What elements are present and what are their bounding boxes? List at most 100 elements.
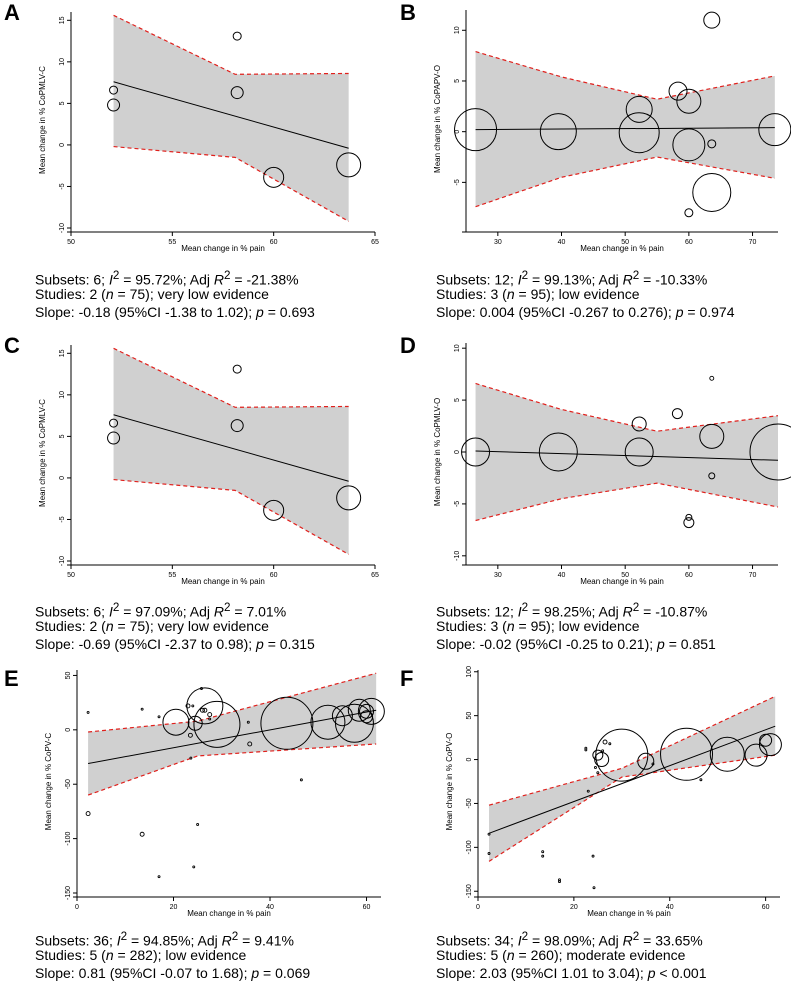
data-point [461,437,491,467]
data-point [360,710,374,724]
x-tick-label: 30 [494,572,502,579]
data-point [631,416,647,432]
data-point [186,687,224,725]
x-tick-label: 55 [168,572,176,579]
x-tick-label: 20 [570,904,578,911]
stats-line-3: Slope: 2.03 (95%CI 1.01 to 3.04); p < 0.… [436,965,707,981]
data-point [558,880,561,884]
data-point [637,752,655,770]
stats-block: Subsets: 6; I2 = 95.72%; Adj R2 = -21.38… [35,267,315,321]
data-point [709,375,715,381]
stats-line-1: Subsets: 6; I2 = 97.09%; Adj R2 = 7.01% [35,601,287,620]
data-point [109,418,119,428]
stats-line-2: Studies: 5 (n = 282); low evidence [35,947,247,963]
data-point [359,703,375,719]
regression-line [88,709,377,765]
x-tick-label: 70 [749,239,757,246]
data-point [246,720,250,724]
data-point [200,707,205,713]
regression-line [475,127,775,131]
y-tick-label: 5 [454,398,461,402]
x-axis-title: Mean change in % pain [181,244,265,253]
data-point [189,756,193,760]
data-point [331,705,353,727]
y-axis-title: Mean change in % CoPV-C [44,733,53,831]
stats-block: Subsets: 34; I2 = 98.09%; Adj R2 = 33.65… [436,928,707,982]
ci-band [88,673,377,796]
panel-a: A 50 55 60 65 -10 -5 0 5 10 15 Mean change in % pa… [0,0,395,327]
y-tick-label: -5 [59,516,66,522]
data-point [107,431,121,445]
data-point [230,419,244,433]
data-point [263,499,285,521]
y-tick-label: 50 [466,712,473,720]
data-point [86,710,90,714]
y-tick-label: -50 [65,779,72,789]
x-tick-label: 40 [558,239,566,246]
y-tick-label: -10 [454,551,461,561]
data-point [192,865,196,869]
y-tick-label: -5 [454,179,461,185]
x-tick-label: 20 [170,904,178,911]
x-axis-title: Mean change in % pain [587,909,671,918]
ci-lower-line [488,754,776,862]
y-axis-title: Mean change in % CoPMLV-O [433,398,442,506]
data-point [247,741,253,747]
y-tick-label: 0 [454,130,461,134]
stats-line-3: Slope: -0.02 (95%CI -0.25 to 0.21); p = … [436,636,716,652]
data-point [684,208,694,218]
ci-band [475,383,778,521]
panel-b: B 30 40 50 60 70 -5 0 5 10 Mean change in % pain M… [396,0,791,327]
y-tick-label: 15 [59,16,66,24]
x-tick-label: 40 [666,904,674,911]
data-point [336,152,362,178]
data-point [668,81,688,101]
y-axis-title: Mean change in % CoPMLV-C [38,66,47,174]
x-tick-label: 0 [476,904,480,911]
data-point [685,513,693,521]
ci-band [113,15,349,222]
regression-line [488,725,776,834]
ci-band [475,51,775,207]
data-point [193,700,241,748]
data-point [592,886,596,890]
data-point [541,850,545,854]
data-point [487,852,491,855]
data-point [651,762,655,766]
data-point [538,432,578,472]
y-tick-label: 5 [454,79,461,83]
data-point [187,732,193,738]
ci-lower-line [113,145,349,222]
data-point [749,423,791,481]
y-tick-label: -10 [59,223,66,233]
stats-line-1: Subsets: 6; I2 = 95.72%; Adj R2 = -21.38… [35,269,299,288]
data-point [758,733,782,757]
data-point [196,823,200,826]
x-axis-title: Mean change in % pain [187,909,271,918]
x-tick-label: 70 [749,572,757,579]
x-tick-label: 60 [685,572,693,579]
ci-band [489,696,776,862]
data-point [539,113,577,151]
scatter-plot-d: 30 40 50 60 70 -10 -5 0 5 10 Mean change in % pain… [433,343,791,586]
data-point [709,736,745,772]
regression-line [475,450,779,461]
data-point [596,771,600,775]
data-point [232,31,242,41]
ci-upper-line [113,14,349,75]
stats-line-2: Studies: 5 (n = 260); moderate evidence [436,947,686,963]
data-point [625,95,653,123]
y-axis-title: Mean change in % CoPAPV-O [433,65,442,173]
data-point [592,749,604,761]
x-axis-title: Mean change in % pain [580,244,664,253]
panel-letter: C [4,333,20,358]
ci-lower-line [475,482,779,522]
data-point [584,748,588,752]
data-point [230,86,244,100]
y-tick-label: 5 [59,434,66,438]
x-tick-label: 60 [685,239,693,246]
data-point [185,703,191,709]
data-point [708,472,716,480]
data-point [299,778,303,782]
x-tick-label: 60 [270,572,278,579]
